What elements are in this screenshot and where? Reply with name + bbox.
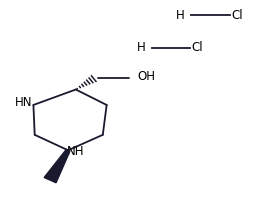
Text: Cl: Cl — [191, 41, 203, 54]
Text: Cl: Cl — [231, 9, 243, 22]
Text: OH: OH — [137, 70, 155, 83]
Text: H: H — [136, 41, 145, 54]
Polygon shape — [44, 149, 70, 183]
Text: HN: HN — [14, 96, 32, 109]
Text: NH: NH — [67, 145, 85, 158]
Text: H: H — [176, 9, 185, 22]
